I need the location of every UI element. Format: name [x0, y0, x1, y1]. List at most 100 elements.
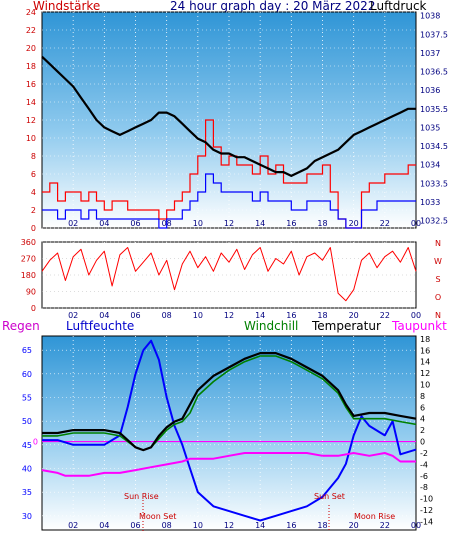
time-tick-label: 02 [68, 311, 78, 320]
time-tick-label: 06 [130, 311, 140, 320]
wind-tick-label: 2 [31, 206, 36, 215]
humidity-tick-label: 50 [22, 417, 32, 426]
wind-tick-label: 4 [31, 188, 36, 197]
time-tick-label: 14 [255, 311, 265, 320]
time-tick-label: 08 [162, 311, 172, 320]
pressure-tick-label: 1032.5 [420, 217, 448, 226]
pressure-axis-title: Luftdruck [370, 0, 427, 13]
sun-rise-label: Sun Rise [124, 492, 159, 501]
time-tick-label: 18 [317, 219, 327, 228]
pressure-tick-label: 1033 [420, 198, 440, 207]
moon-set-label: Moon Set [139, 512, 176, 521]
gust-series [42, 173, 416, 229]
humidity-tick-label: 40 [22, 464, 32, 473]
wind-tick-label: 16 [26, 80, 36, 89]
pressure-tick-label: 1034 [420, 161, 440, 170]
compass-label: N [435, 239, 441, 248]
pressure-tick-label: 1036.5 [420, 68, 448, 77]
pressure-tick-label: 1037.5 [420, 30, 448, 39]
pressure-tick-label: 1035.5 [420, 105, 448, 114]
time-tick-label: 06 [130, 521, 140, 530]
time-tick-label: 04 [99, 311, 109, 320]
wind-axis-title: Windstärke [33, 0, 100, 13]
pressure-tick-label: 1036 [420, 86, 440, 95]
temperature-tick-label: -2 [420, 449, 428, 458]
temperature-tick-label: 4 [420, 415, 425, 424]
time-tick-label: 08 [162, 219, 172, 228]
wind-tick-label: 18 [26, 62, 36, 71]
direction-tick-label: 90 [26, 288, 36, 297]
wind-tick-label: 12 [26, 116, 36, 125]
tick-labels: 0246810121416182022241032.510331033.5103… [21, 8, 448, 530]
temperature-tick-label: 8 [420, 392, 425, 401]
pressure-tick-label: 1037 [420, 49, 440, 58]
pressure-series [41, 55, 416, 177]
temperature-series [42, 352, 417, 452]
direction-tick-label: 270 [21, 255, 36, 264]
time-tick-label: 00 [411, 311, 421, 320]
wind-tick-label: 14 [26, 98, 36, 107]
time-tick-label: 22 [380, 521, 390, 530]
time-tick-label: 10 [193, 219, 203, 228]
chart-marks [41, 55, 417, 522]
direction-series [41, 247, 417, 302]
time-tick-label: 12 [224, 311, 234, 320]
time-tick-label: 18 [317, 311, 327, 320]
wind-tick-label: 8 [31, 152, 36, 161]
pressure-tick-label: 1035 [420, 123, 440, 132]
time-tick-label: 18 [317, 521, 327, 530]
time-tick-label: 20 [349, 311, 359, 320]
humidity-tick-label: 60 [22, 370, 32, 379]
time-tick-label: 12 [224, 521, 234, 530]
temperature-tick-label: 0 [420, 438, 425, 447]
chart-title: 24 hour graph day : 20 März 2022 [170, 0, 375, 13]
time-tick-label: 22 [380, 219, 390, 228]
wind-tick-label: 24 [26, 8, 36, 17]
time-tick-label: 02 [68, 521, 78, 530]
legend-rain: Regen [2, 319, 40, 333]
direction-tick-label: 0 [31, 304, 36, 313]
legend-temperature: Temperatur [311, 319, 381, 333]
time-tick-label: 12 [224, 219, 234, 228]
temperature-tick-label: -10 [420, 495, 433, 504]
temperature-tick-label: -12 [420, 506, 433, 515]
rain-tick-label: 0 [33, 438, 38, 447]
compass-label: O [435, 293, 441, 302]
humidity-tick-label: 65 [22, 346, 32, 355]
time-tick-label: 16 [286, 219, 296, 228]
temperature-tick-label: -4 [420, 460, 428, 469]
direction-tick-label: 360 [21, 238, 36, 247]
temperature-tick-label: 10 [420, 381, 430, 390]
pressure-tick-label: 1038 [420, 12, 440, 21]
time-tick-label: 20 [349, 521, 359, 530]
wind-tick-label: 0 [31, 224, 36, 233]
humidity-series [42, 339, 417, 522]
windchill-series [42, 355, 417, 451]
time-tick-label: 14 [255, 219, 265, 228]
wind-tick-label: 10 [26, 134, 36, 143]
time-tick-label: 22 [380, 311, 390, 320]
moon-rise-label: Moon Rise [354, 512, 395, 521]
temperature-tick-label: 16 [420, 346, 430, 355]
legend-dewpoint: Taupunkt [391, 319, 447, 333]
time-tick-label: 08 [162, 521, 172, 530]
time-tick-label: 10 [193, 521, 203, 530]
compass-label: N [435, 311, 441, 320]
temperature-tick-label: -6 [420, 472, 428, 481]
time-tick-label: 00 [411, 521, 421, 530]
time-tick-label: 16 [286, 521, 296, 530]
compass-label: S [435, 275, 440, 284]
temperature-tick-label: 2 [420, 426, 425, 435]
humidity-tick-label: 55 [22, 394, 32, 403]
temperature-tick-label: -14 [420, 517, 433, 526]
sun-set-label: Sun Set [314, 492, 345, 501]
humidity-tick-label: 45 [22, 441, 32, 450]
time-tick-label: 02 [68, 219, 78, 228]
temperature-tick-label: 18 [420, 335, 430, 344]
wind-tick-label: 20 [26, 44, 36, 53]
legend-humidity: Luftfeuchte [66, 319, 134, 333]
wind-tick-label: 22 [26, 26, 36, 35]
time-tick-label: 04 [99, 219, 109, 228]
